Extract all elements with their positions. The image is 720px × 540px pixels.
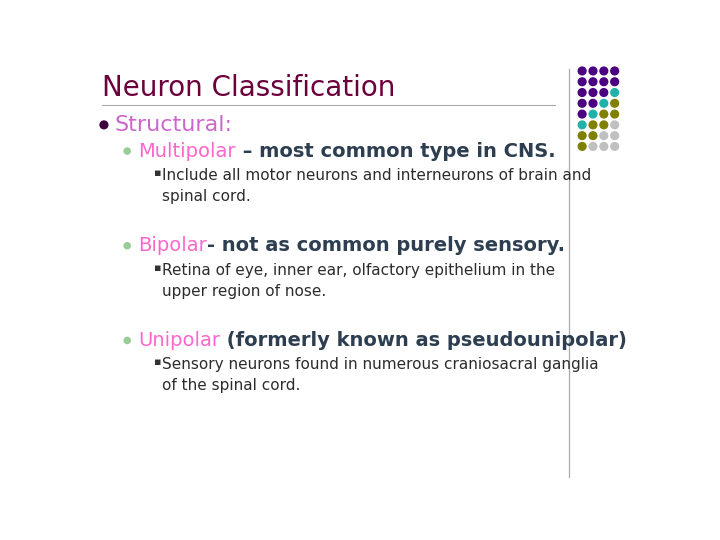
Text: ▪: ▪ bbox=[153, 262, 161, 273]
Circle shape bbox=[124, 338, 130, 343]
Circle shape bbox=[600, 78, 608, 86]
Text: Unipolar: Unipolar bbox=[138, 331, 220, 350]
Circle shape bbox=[611, 89, 618, 96]
Circle shape bbox=[589, 110, 597, 118]
Text: Structural:: Structural: bbox=[114, 115, 232, 135]
Circle shape bbox=[600, 89, 608, 96]
Text: ▪: ▪ bbox=[153, 168, 161, 178]
Circle shape bbox=[578, 132, 586, 139]
Circle shape bbox=[578, 67, 586, 75]
Text: ▪: ▪ bbox=[153, 357, 161, 367]
Circle shape bbox=[600, 110, 608, 118]
Circle shape bbox=[589, 78, 597, 86]
Text: Sensory neurons found in numerous craniosacral ganglia
of the spinal cord.: Sensory neurons found in numerous cranio… bbox=[162, 357, 599, 394]
Circle shape bbox=[578, 143, 586, 150]
Text: Include all motor neurons and interneurons of brain and
spinal cord.: Include all motor neurons and interneuro… bbox=[162, 168, 591, 204]
Circle shape bbox=[578, 78, 586, 86]
Circle shape bbox=[589, 89, 597, 96]
Circle shape bbox=[611, 99, 618, 107]
Text: Multipolar: Multipolar bbox=[138, 141, 235, 160]
Circle shape bbox=[611, 132, 618, 139]
Text: (formerly known as pseudounipolar): (formerly known as pseudounipolar) bbox=[220, 331, 627, 350]
Circle shape bbox=[578, 89, 586, 96]
Circle shape bbox=[124, 148, 130, 154]
Circle shape bbox=[600, 143, 608, 150]
Text: Bipolar: Bipolar bbox=[138, 237, 207, 255]
Text: Neuron Classification: Neuron Classification bbox=[102, 74, 395, 102]
Circle shape bbox=[589, 143, 597, 150]
Circle shape bbox=[611, 143, 618, 150]
Circle shape bbox=[611, 110, 618, 118]
Circle shape bbox=[124, 242, 130, 249]
Circle shape bbox=[100, 121, 108, 129]
Text: - not as common purely sensory.: - not as common purely sensory. bbox=[207, 237, 564, 255]
Circle shape bbox=[611, 78, 618, 86]
Circle shape bbox=[578, 121, 586, 129]
Circle shape bbox=[600, 121, 608, 129]
Circle shape bbox=[589, 67, 597, 75]
Text: Retina of eye, inner ear, olfactory epithelium in the
upper region of nose.: Retina of eye, inner ear, olfactory epit… bbox=[162, 262, 555, 299]
Circle shape bbox=[611, 67, 618, 75]
Circle shape bbox=[589, 121, 597, 129]
Circle shape bbox=[611, 121, 618, 129]
Text: – most common type in CNS.: – most common type in CNS. bbox=[235, 141, 555, 160]
Circle shape bbox=[589, 99, 597, 107]
Circle shape bbox=[578, 99, 586, 107]
Circle shape bbox=[600, 132, 608, 139]
Circle shape bbox=[578, 110, 586, 118]
Circle shape bbox=[600, 67, 608, 75]
Circle shape bbox=[600, 99, 608, 107]
Circle shape bbox=[589, 132, 597, 139]
